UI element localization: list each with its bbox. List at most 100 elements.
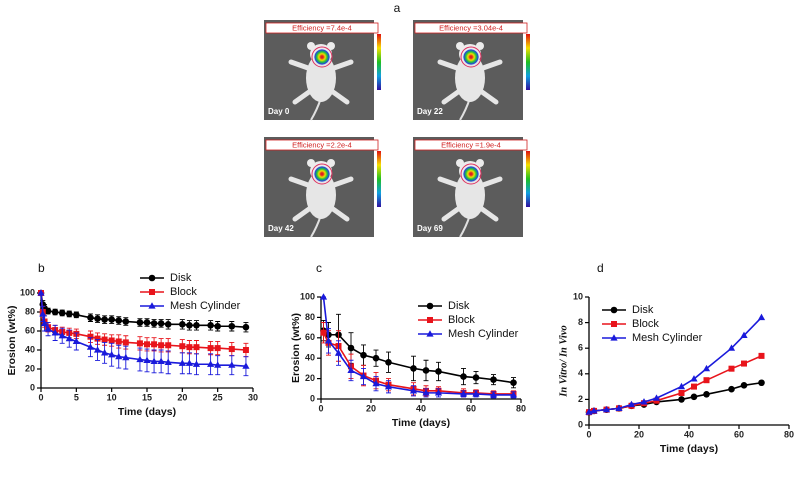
data-point <box>185 359 193 366</box>
mouse-body <box>306 54 336 102</box>
data-point <box>158 342 165 349</box>
data-point <box>51 329 59 336</box>
data-point <box>459 390 468 397</box>
data-point <box>37 289 45 296</box>
y-tick-label: 10 <box>573 291 583 301</box>
data-point <box>691 383 697 390</box>
data-point <box>192 360 201 367</box>
data-point <box>741 360 747 367</box>
mouse-ear <box>307 159 315 167</box>
data-point <box>122 353 130 361</box>
day-label: Day 42 <box>268 224 294 233</box>
x-tick-label: 0 <box>586 429 591 439</box>
x-tick-label: 60 <box>734 429 744 439</box>
data-point <box>372 379 380 387</box>
roi-circle <box>311 46 333 68</box>
legend-marker <box>610 306 618 314</box>
data-point <box>757 313 766 321</box>
data-point <box>472 374 480 381</box>
data-point <box>164 321 172 328</box>
data-point <box>108 337 115 344</box>
data-point <box>164 358 172 365</box>
efficiency-box <box>265 139 379 151</box>
data-point <box>165 342 172 349</box>
data-point <box>359 372 368 380</box>
data-point <box>72 337 80 345</box>
data-point <box>136 355 144 363</box>
x-tick-label: 0 <box>318 403 323 413</box>
data-point <box>136 340 143 347</box>
data-point <box>193 344 200 351</box>
legend-marker <box>610 334 618 341</box>
series-line <box>588 381 762 413</box>
data-point <box>652 394 661 401</box>
mouse-ear <box>456 159 464 167</box>
mouse-limbs <box>288 59 354 105</box>
data-point <box>627 400 636 408</box>
data-point <box>44 307 52 315</box>
data-point <box>242 362 250 369</box>
data-point <box>193 322 200 329</box>
y-tick-label: 0 <box>310 393 315 403</box>
x-tick-label: 15 <box>142 392 152 402</box>
data-point <box>143 356 151 364</box>
mouse-ear <box>476 159 484 167</box>
x-tick-label: 25 <box>213 392 223 402</box>
legend-label: Disk <box>170 272 192 284</box>
panel-label: d <box>597 261 604 275</box>
data-point <box>150 320 158 327</box>
x-tick-label: 80 <box>516 403 526 413</box>
colorbar <box>377 34 381 90</box>
series-line <box>588 355 762 413</box>
mouse-ear <box>327 159 335 167</box>
data-point <box>58 309 66 317</box>
legend-marker <box>149 289 155 295</box>
legend-marker <box>611 321 617 327</box>
efficiency-box <box>265 22 379 34</box>
data-point <box>242 347 249 353</box>
data-point <box>703 390 710 398</box>
legend-marker <box>426 302 434 310</box>
data-point <box>214 345 221 352</box>
y-tick-label: 40 <box>25 344 35 354</box>
legend-label: Block <box>632 318 659 330</box>
data-point <box>101 316 108 323</box>
data-point <box>678 390 685 396</box>
data-point <box>489 391 498 398</box>
efficiency-label: Efficiency =3.04e-4 <box>439 23 503 32</box>
colorbar-panel <box>523 20 540 120</box>
colorbar-panel <box>523 137 540 237</box>
data-point <box>324 337 333 344</box>
day-label: Day 69 <box>417 224 443 233</box>
data-point <box>207 345 214 352</box>
data-point <box>758 379 765 387</box>
data-point <box>115 338 122 345</box>
data-point <box>214 361 222 368</box>
data-point <box>372 354 380 362</box>
data-point <box>73 311 80 319</box>
data-point <box>51 308 59 316</box>
data-point <box>101 336 108 343</box>
data-point <box>40 319 49 326</box>
x-tick-label: 30 <box>248 392 258 402</box>
data-point <box>677 382 686 390</box>
efficiency-label: Efficiency =2.2e-4 <box>292 140 352 149</box>
y-tick-label: 0 <box>30 382 35 392</box>
data-point <box>143 319 151 326</box>
x-tick-label: 20 <box>177 392 187 402</box>
x-tick-label: 40 <box>416 403 426 413</box>
legend-label: Block <box>448 314 475 326</box>
data-point <box>150 357 158 364</box>
data-point <box>157 357 165 364</box>
data-point <box>640 398 648 405</box>
data-point <box>186 322 193 329</box>
colorbar-panel <box>374 137 391 237</box>
y-tick-label: 100 <box>300 291 315 301</box>
data-point <box>228 361 236 368</box>
data-point <box>615 404 623 411</box>
y-tick-label: 4 <box>578 368 583 378</box>
data-point <box>136 319 144 326</box>
data-point <box>703 377 710 384</box>
panel-label: b <box>38 261 45 275</box>
